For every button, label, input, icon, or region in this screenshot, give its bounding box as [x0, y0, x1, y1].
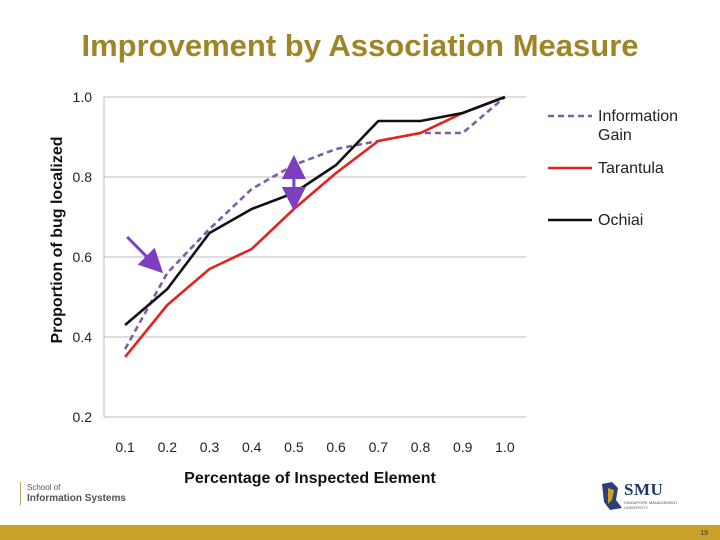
series-line-information-gain [123, 96, 506, 350]
smu-logo-text: SMU [624, 480, 664, 499]
school-logo-line2: Information Systems [27, 493, 126, 504]
gridlines [103, 96, 526, 418]
x-tick-label: 0.5 [284, 439, 304, 455]
x-tick-label: 0.1 [115, 439, 135, 455]
x-tick-label: 0.3 [200, 439, 220, 455]
series-line-tarantula [124, 95, 506, 358]
x-tick-label: 0.7 [369, 439, 389, 455]
x-tick-label: 0.2 [158, 439, 178, 455]
footer-bar [0, 525, 720, 540]
y-tick-label: 0.4 [73, 329, 93, 345]
smu-logo-subtext: SINGAPORE MANAGEMENT UNIVERSITY [624, 500, 678, 510]
series-lines [123, 95, 506, 358]
y-tick-label: 1.0 [73, 89, 93, 105]
slide-title: Improvement by Association Measure [81, 28, 639, 63]
legend-label: Information [598, 108, 678, 125]
smu-logo-emblem [602, 482, 622, 510]
x-tick-label: 0.9 [453, 439, 473, 455]
y-tick-label: 0.8 [73, 169, 93, 185]
x-axis-ticks: 0.1 0.2 0.3 0.4 0.5 0.6 0.7 0.8 0.9 1.0 [115, 439, 514, 455]
x-tick-label: 0.8 [411, 439, 431, 455]
x-tick-label: 1.0 [495, 439, 515, 455]
y-axis-label: Proportion of bug localized [49, 136, 66, 343]
legend-label: Tarantula [598, 160, 664, 177]
series-line-ochiai [124, 95, 506, 326]
x-tick-label: 0.4 [242, 439, 262, 455]
annotation-arrow [126, 235, 164, 274]
y-tick-label: 0.2 [73, 409, 93, 425]
y-axis-ticks: 0.2 0.4 0.6 0.8 1.0 [73, 89, 93, 425]
x-tick-label: 0.6 [326, 439, 346, 455]
line-chart: 0.2 0.4 0.6 0.8 1.0 0.1 0.2 0.3 0.4 0.5 0.6 0.7 0.8… [49, 89, 678, 487]
school-logo: School of Information Systems [20, 482, 126, 505]
annotations [126, 155, 306, 274]
x-axis-label: Percentage of Inspected Element [184, 470, 436, 487]
legend-label: Ochiai [598, 212, 643, 229]
school-logo-line1: School of [27, 483, 61, 492]
page-number: 19 [700, 530, 708, 537]
legend: Information Gain Tarantula Ochiai [548, 108, 678, 229]
legend-label: Gain [598, 127, 632, 144]
y-tick-label: 0.6 [73, 249, 93, 265]
